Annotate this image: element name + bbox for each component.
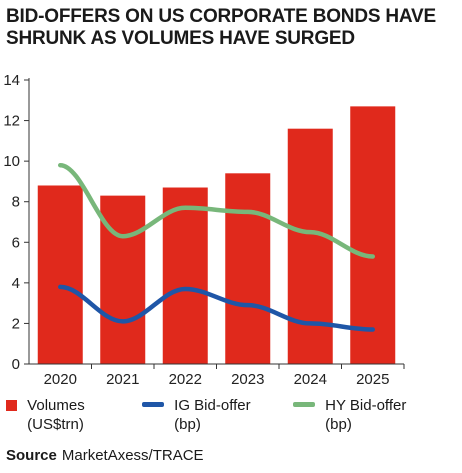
legend-item-hy: HY Bid-offer (bp) [293, 396, 406, 434]
legend-item-ig: IG Bid-offer (bp) [142, 396, 251, 434]
legend-label-volumes-1: Volumes [27, 397, 85, 414]
legend-label-volumes-2: (US$trn) [27, 416, 84, 433]
y-tick-label: 10 [3, 153, 20, 170]
y-tick-label: 6 [12, 234, 20, 251]
x-tick-label: 2022 [169, 371, 202, 388]
source-note: Source MarketAxess/TRACE [6, 446, 204, 465]
line-hy-bid-offer [58, 162, 375, 259]
bar-volumes-2022 [162, 187, 208, 364]
y-tick-label: 4 [12, 275, 20, 292]
y-tick-label: 0 [12, 356, 20, 373]
bar-volumes-2020 [37, 185, 83, 364]
legend-item-volumes: Volumes (US$trn) [6, 396, 85, 434]
source-label: Source [6, 447, 57, 464]
line-ig-bid-offer [58, 284, 375, 332]
chart-title-line-2: SHRUNK AS VOLUMES HAVE SURGED [6, 28, 355, 49]
legend-swatch-volumes [6, 400, 17, 411]
bar-volumes-2024 [287, 128, 333, 364]
chart-title-line-1: BID-OFFERS ON US CORPORATE BONDS HAVE [6, 6, 436, 27]
bar-volumes-2021 [100, 195, 146, 364]
legend-swatch-ig [142, 402, 164, 407]
source-text: MarketAxess/TRACE [61, 447, 204, 464]
chart-title: BID-OFFERS ON US CORPORATE BONDS HAVE SH… [6, 6, 456, 50]
x-tick-label: 2020 [44, 371, 77, 388]
x-tick-label: 2024 [294, 371, 327, 388]
legend-label-hy-2: (bp) [325, 416, 352, 433]
bar-volumes-2025 [350, 106, 396, 364]
legend-label-ig-1: IG Bid-offer [174, 397, 251, 414]
y-tick-label: 12 [3, 113, 20, 130]
chart-legend: Volumes (US$trn) IG Bid-offer (bp) HY Bi… [6, 396, 456, 436]
bar-volumes-2023 [225, 173, 271, 364]
y-tick-label: 2 [12, 315, 20, 332]
legend-swatch-hy [293, 402, 315, 407]
legend-label-ig-2: (bp) [174, 416, 201, 433]
y-tick-label: 14 [3, 72, 20, 89]
y-tick-label: 8 [12, 194, 20, 211]
legend-label-hy-1: HY Bid-offer [325, 397, 407, 414]
x-tick-label: 2023 [231, 371, 264, 388]
x-tick-label: 2025 [356, 371, 389, 388]
x-tick-label: 2021 [106, 371, 139, 388]
